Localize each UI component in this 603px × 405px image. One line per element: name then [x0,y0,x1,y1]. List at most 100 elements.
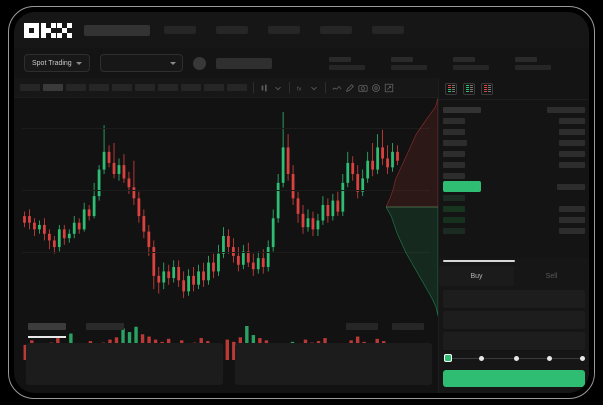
orderbook-bid-row[interactable] [443,203,585,214]
order-book[interactable] [439,100,589,258]
bottom-panels [26,343,432,385]
nav-item-2[interactable] [268,26,300,34]
timeframe-btn-4[interactable] [112,84,132,91]
orderbook-amount [559,139,585,146]
toolbar-divider [325,82,326,93]
bottom-action-0[interactable] [346,322,378,330]
candlestick-chart[interactable] [14,98,438,316]
timeframe-btn-2[interactable] [66,84,86,91]
app-header [14,12,589,48]
device-frame: Spot Trading [8,6,595,399]
candles-svg [23,112,399,298]
device-screen: Spot Trading [14,12,589,393]
stat-value [453,64,489,70]
orderbook-ask-row[interactable] [443,148,585,159]
pencil-icon[interactable] [345,83,355,93]
orderbook-price [443,227,465,234]
orderbook-header-row[interactable] [443,104,585,115]
stat-label [329,56,351,62]
bottom-action-1[interactable] [392,322,424,330]
orderbook-price [443,181,481,192]
orderbook-amount [559,216,585,223]
orderbook-price [443,139,467,146]
stat-label [453,56,475,62]
order-total-field[interactable] [443,332,585,351]
indicator-icon[interactable]: fx [296,83,306,93]
timeframe-btn-0[interactable] [20,84,40,91]
ticker-stat-1 [391,56,427,70]
orderbook-ask-row[interactable] [443,137,585,148]
orderbook-current-price-row[interactable] [443,181,585,192]
okx-logo[interactable] [24,22,72,38]
gear-icon[interactable] [371,83,381,93]
orderbook-bid-row[interactable] [443,192,585,203]
camera-icon[interactable] [358,83,368,93]
orderbook-price [443,216,465,223]
orderbook-bid-row[interactable] [443,225,585,236]
nav-item-0[interactable] [164,26,196,34]
nav-item-3[interactable] [320,26,352,34]
pair-name-label [215,57,272,69]
orderbook-amount [559,161,585,168]
slider-stop-75[interactable] [547,355,553,361]
chart-type-icon[interactable] [260,83,270,93]
timeframe-btn-6[interactable] [158,84,178,91]
sub-header: Spot Trading [14,48,589,78]
order-amount-field[interactable] [443,311,585,330]
orderbook-mode-both-icon[interactable] [445,82,457,95]
timeframe-btn-8[interactable] [204,84,224,91]
timeframe-btn-1[interactable] [43,84,63,91]
slider-stop-25[interactable] [478,355,484,361]
chevron-down-icon[interactable] [273,83,283,93]
trade-fields [443,290,585,353]
orderbook-ask-row[interactable] [443,159,585,170]
orderbook-amount [559,227,585,234]
slider-stop-100[interactable] [580,355,585,361]
submit-order-button[interactable] [443,370,585,387]
orderbook-price [443,172,465,179]
pair-select[interactable] [99,54,183,72]
orderbook-bid-row[interactable] [443,214,585,225]
stat-value [515,64,551,70]
orderbook-amount [547,106,585,113]
timeframe-btn-9[interactable] [227,84,247,91]
line-chart-icon[interactable] [332,83,342,93]
chevron-down-icon [169,61,176,65]
toolbar-divider [289,82,290,93]
timeframe-btn-3[interactable] [89,84,109,91]
fullscreen-icon[interactable] [384,83,394,93]
bottom-panel-1[interactable] [235,343,432,385]
orderbook-ask-row[interactable] [443,115,585,126]
nav-item-1[interactable] [216,26,248,34]
order-price-field[interactable] [443,290,585,309]
amount-slider[interactable] [444,353,585,363]
orderbook-amount [559,128,585,135]
slider-stop-50[interactable] [513,355,519,361]
bottom-tab-1[interactable] [86,322,124,330]
bottom-panel-0[interactable] [26,343,223,385]
stat-label [515,56,537,62]
slider-handle[interactable] [444,354,452,362]
timeframe-btn-7[interactable] [181,84,201,91]
timeframe-btn-5[interactable] [135,84,155,91]
bottom-tab-0[interactable] [28,322,66,338]
tab-buy[interactable]: Buy [439,266,514,286]
stat-value [391,64,427,70]
orderbook-ask-row[interactable] [443,170,585,181]
header-nav [164,26,404,34]
orderbook-price [443,117,465,124]
trading-mode-dropdown[interactable]: Spot Trading [24,54,90,72]
tab-sell[interactable]: Sell [545,272,558,280]
orderbook-amount [557,183,585,190]
orderbook-mode-bids-only-icon[interactable] [463,82,475,95]
ticker-stat-2 [453,56,489,70]
orderbook-mode-asks-only-icon[interactable] [481,82,493,95]
search-input[interactable] [84,24,150,36]
chart-column: fx [14,78,438,393]
nav-item-4[interactable] [372,26,404,34]
timeframe-group [20,84,247,91]
orderbook-ask-row[interactable] [443,126,585,137]
chevron-down-icon[interactable] [309,83,319,93]
stat-value [329,64,365,70]
